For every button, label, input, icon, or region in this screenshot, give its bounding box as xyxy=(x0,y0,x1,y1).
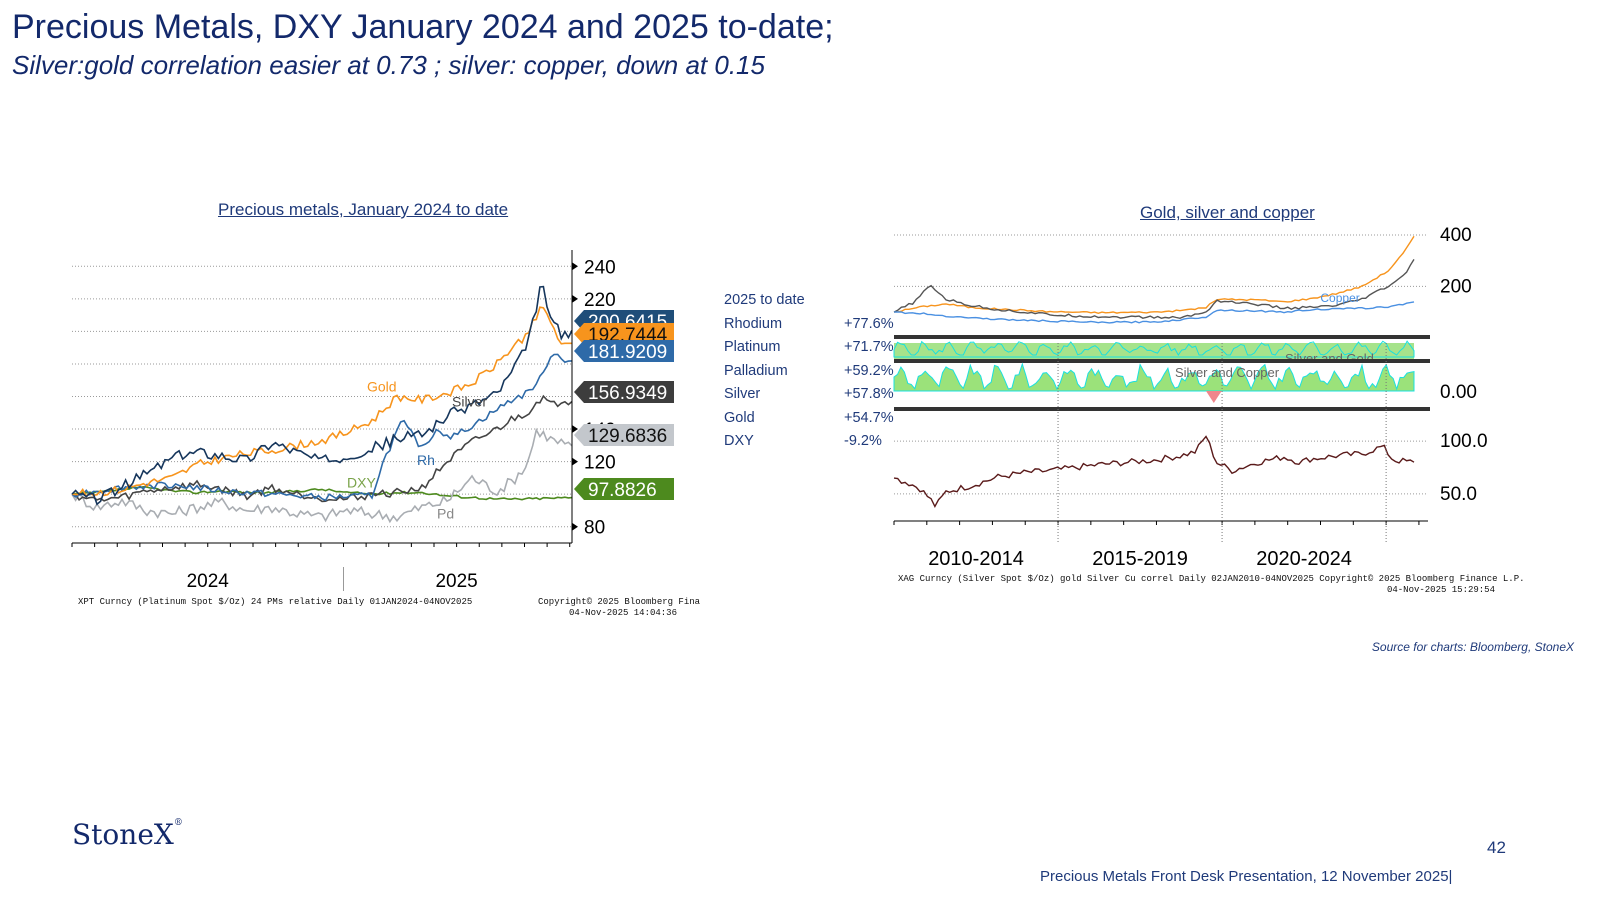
chart2-corr-line xyxy=(893,340,1415,358)
chart1-flag-shape xyxy=(574,424,674,446)
chart2-panel-separator xyxy=(894,335,1430,339)
chart2-price-line xyxy=(893,259,1415,320)
chart2-price-line xyxy=(893,235,1415,315)
chart2-ytick-label: 50.0 xyxy=(1440,484,1477,505)
chart2-corr-area xyxy=(893,362,1415,392)
performance-row: Palladium +59.2% xyxy=(724,362,894,387)
performance-row: DXY -9.2% xyxy=(724,433,882,457)
slide-title: Precious Metals, DXY January 2024 and 20… xyxy=(12,8,834,46)
chart1-footer-left: XPT Curncy (Platinum Spot $/Oz) 24 PMs r… xyxy=(78,597,472,607)
chart2-corr-negative xyxy=(1206,391,1222,403)
chart-gold-silver-copper: Copper Silver and Gold Silver and Copper 2… xyxy=(893,225,1525,595)
chart1-ytick-mark xyxy=(572,457,578,466)
chart1-ytick-label: 120 xyxy=(584,453,616,474)
chart1-title: Precious metals, January 2024 to date xyxy=(218,200,509,219)
chart1-flag-label: 129.6836 xyxy=(588,426,667,447)
chart1-ytick-mark xyxy=(572,262,578,271)
performance-name: Gold xyxy=(724,409,755,426)
chart1-series-label: Rh xyxy=(417,452,435,468)
chart1-footer-date: 04-Nov-2025 14:04:36 xyxy=(569,608,677,618)
chart1-flag-label: 181.9209 xyxy=(588,342,667,363)
chart2-price-line xyxy=(893,301,1415,324)
chart1-series-line xyxy=(71,427,573,524)
chart1-series-line xyxy=(71,485,573,501)
chart2-footer-date: 04-Nov-2025 15:29:54 xyxy=(1387,585,1495,595)
performance-value: +54.7% xyxy=(844,409,894,426)
chart1-last-value-flag: 97.8826 xyxy=(574,478,674,501)
slide-subtitle: Silver:gold correlation easier at 0.73 ;… xyxy=(12,50,765,80)
chart2-ratio-line xyxy=(893,435,1415,509)
chart1-series-line xyxy=(71,394,573,503)
performance-value: +77.6% xyxy=(844,315,894,332)
chart2-panel-label: Silver and Copper xyxy=(1175,365,1280,380)
performance-name: Palladium xyxy=(724,362,788,379)
chart1-series-line xyxy=(71,285,573,506)
chart1-series-label: DXY xyxy=(347,475,376,491)
chart1-footer-right: Copyright© 2025 Bloomberg Finance L.P. xyxy=(538,597,700,607)
performance-name: DXY xyxy=(724,433,754,449)
chart1-lines xyxy=(71,285,573,524)
performance-name: Platinum xyxy=(724,339,781,355)
performance-row: Gold +54.7% xyxy=(724,409,894,434)
chart1-series-label: Pd xyxy=(437,506,454,522)
chart2-footer-left: XAG Curncy (Silver Spot $/Oz) gold Silve… xyxy=(898,574,1525,584)
performance-value: +57.8% xyxy=(844,386,894,402)
chart1-ytick-label: 220 xyxy=(584,290,616,311)
chart1-flag-label: 156.9349 xyxy=(588,383,667,404)
chart1-flag-shape xyxy=(574,381,674,403)
chart2-panel-separator xyxy=(894,359,1430,363)
chart1-series-line xyxy=(71,353,573,502)
chart1-ytick-label: 80 xyxy=(584,518,605,539)
chart1-flag-shape xyxy=(574,323,674,345)
performance-heading: 2025 to date xyxy=(724,292,805,308)
chart1-series-line xyxy=(71,306,572,498)
chart1-series-label: Silver xyxy=(452,393,487,409)
chart2-title: Gold, silver and copper xyxy=(1140,203,1315,222)
chart2-panels: Copper Silver and Gold Silver and Copper xyxy=(893,234,1430,509)
performance-row: Platinum +71.7% xyxy=(724,339,894,363)
chart2-ytick-label: 200 xyxy=(1440,276,1472,297)
footer-text: Precious Metals Front Desk Presentation,… xyxy=(1040,868,1453,885)
chart1-series-label: Gold xyxy=(367,379,397,395)
performance-name: Rhodium xyxy=(724,315,783,332)
chart1-xtick-label: 2025 xyxy=(435,571,477,592)
chart2-ytick-label: 0.00 xyxy=(1440,382,1477,403)
chart1-axes: 8012014022024020242025 xyxy=(71,250,616,592)
performance-name: Silver xyxy=(724,386,761,402)
chart2-axes: 200 400 0.00 50.0 100.0 2010-2014 2015-2019 202… xyxy=(893,225,1488,570)
performance-row: Rhodium +77.6% xyxy=(724,315,894,340)
chart1-last-value-flag: 181.9209 xyxy=(574,340,674,363)
chart2-series-label: Copper xyxy=(1320,291,1359,305)
performance-row: Silver +57.8% xyxy=(724,386,894,410)
chart2-xtick-label: 2015-2019 xyxy=(1092,548,1188,570)
stonex-logo: StoneX® xyxy=(72,818,183,851)
chart1-series-labels: Gold Rh Silver Pd DXY xyxy=(347,379,487,522)
chart1-xtick-label: 2024 xyxy=(187,571,230,592)
chart1-flag-label: 97.8826 xyxy=(588,480,657,501)
performance-table: 2025 to date Rhodium +77.6% Platinum +71.7%… xyxy=(724,292,894,457)
chart2-xtick-label: 2020-2024 xyxy=(1256,548,1352,570)
performance-value: +71.7% xyxy=(844,339,894,355)
chart1-flag-shape xyxy=(574,478,674,500)
chart1-ytick-mark xyxy=(572,425,578,434)
source-note: Source for charts: Bloomberg, StoneX xyxy=(1371,640,1574,654)
chart1-last-value-flags: 200.6415192.7444181.9209156.9349129.6836… xyxy=(574,310,674,501)
chart2-panel-label: Silver and Gold xyxy=(1285,351,1374,366)
chart2-xtick-label: 2010-2014 xyxy=(928,548,1024,570)
chart1-grid xyxy=(72,265,572,528)
chart2-panel-separator xyxy=(894,407,1430,411)
chart1-ytick-mark xyxy=(572,522,578,531)
chart1-ytick-label: 240 xyxy=(584,257,616,278)
page-number: 42 xyxy=(1487,838,1506,857)
chart1-ytick-mark xyxy=(572,294,578,303)
chart2-ytick-label: 400 xyxy=(1440,225,1472,246)
chart1-last-value-flag: 156.9349 xyxy=(574,381,674,404)
performance-value: -9.2% xyxy=(844,433,882,449)
chart1-flag-shape xyxy=(574,340,674,362)
chart2-ytick-label: 100.0 xyxy=(1440,431,1488,452)
performance-value: +59.2% xyxy=(844,362,894,379)
chart1-last-value-flag: 129.6836 xyxy=(574,424,674,447)
